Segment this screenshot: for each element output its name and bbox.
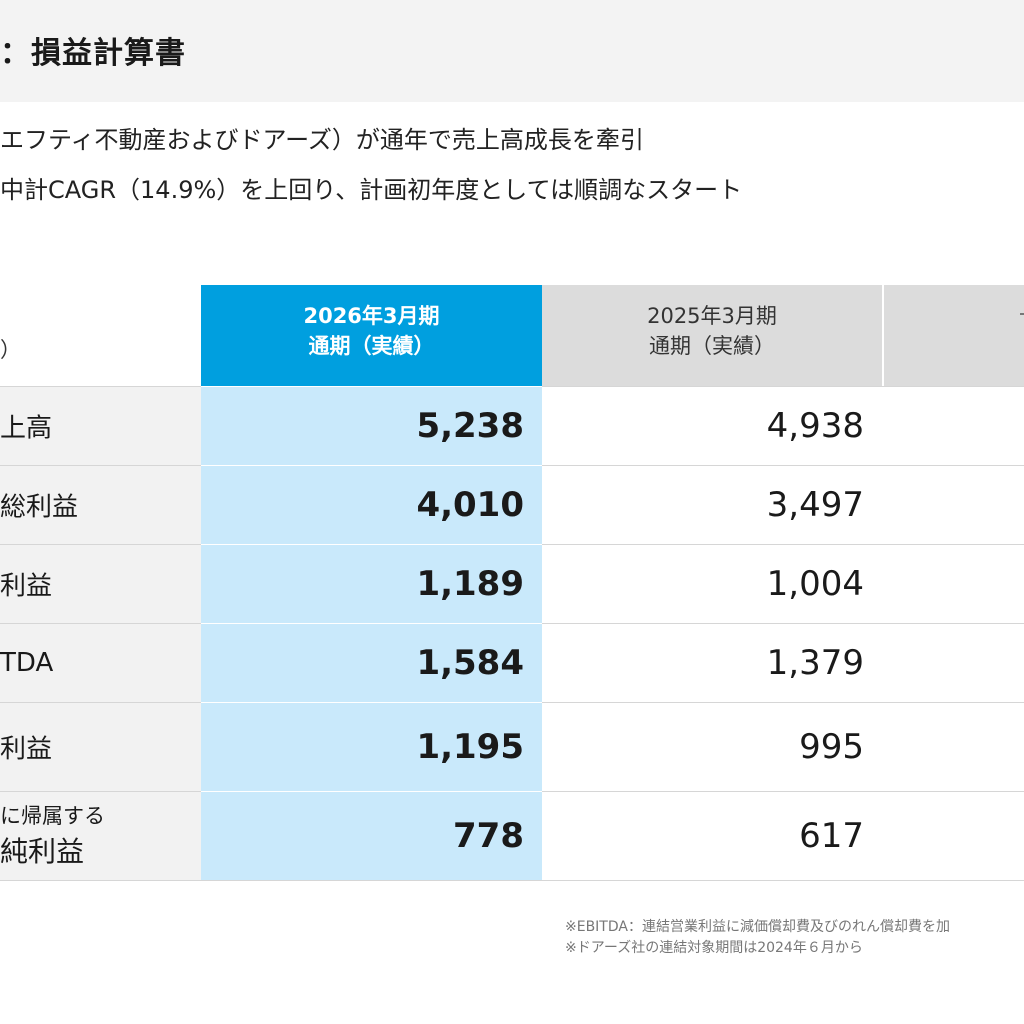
header-next-period (882, 285, 1024, 386)
header-current-line1: 2026年3月期 (303, 304, 440, 328)
value-current: 1,195 (416, 727, 524, 767)
row-label-text: 上高 (0, 413, 53, 444)
cell-next-gross-profit (882, 465, 1024, 544)
value-current: 5,238 (416, 406, 524, 446)
cell-previous-sales: 4,938 (542, 386, 882, 465)
cell-previous-net-profit: 617 (542, 791, 882, 880)
summary-line-1: エフティ不動産およびドアーズ）が通年で売上高成長を牽引 (0, 126, 644, 154)
row-label-ordinary-profit: 利益 (0, 702, 201, 791)
row-label-text: 純利益 (0, 835, 85, 868)
row-label-ebitda: TDA (0, 623, 201, 702)
cell-next-net-profit (882, 791, 1024, 880)
header-previous-line1: 2025年3月期 (647, 304, 777, 328)
slide-title: ：損益計算書 (0, 36, 186, 71)
footnote-doors: ※ドアーズ社の連結対象期間は2024年６月から (565, 940, 863, 956)
value-current: 1,584 (416, 643, 524, 683)
value-previous: 617 (799, 816, 864, 856)
row-label-net-profit: に帰属する 純利益 (0, 791, 201, 880)
row-label-sales: 上高 (0, 386, 201, 465)
value-current: 1,189 (416, 564, 524, 604)
value-previous: 995 (799, 727, 864, 767)
cell-current-operating-profit: 1,189 (201, 544, 542, 623)
cell-current-gross-profit: 4,010 (201, 465, 542, 544)
title-bar: ：損益計算書 (0, 0, 1024, 102)
cell-current-ebitda: 1,584 (201, 623, 542, 702)
row-label-text: 利益 (0, 571, 53, 602)
value-previous: 4,938 (766, 406, 864, 446)
value-previous: 1,004 (766, 564, 864, 604)
row-label-text: 利益 (0, 734, 53, 765)
header-previous-line2: 通期（実績） (649, 334, 775, 358)
row-label-text: 総利益 (0, 492, 79, 523)
unit-label: ） (0, 338, 21, 362)
header-current-period: 2026年3月期 通期（実績） (201, 285, 542, 386)
header-current-line2: 通期（実績） (308, 334, 435, 358)
cell-current-sales: 5,238 (201, 386, 542, 465)
cell-next-sales (882, 386, 1024, 465)
row-label-subtext: に帰属する (0, 804, 105, 828)
summary-line-2: 中計CAGR（14.9%）を上回り、計画初年度としては順調なスタート (0, 176, 743, 204)
value-previous: 1,379 (766, 643, 864, 683)
row-label-operating-profit: 利益 (0, 544, 201, 623)
cell-previous-operating-profit: 1,004 (542, 544, 882, 623)
cell-previous-ordinary-profit: 995 (542, 702, 882, 791)
header-next-mark (1020, 313, 1024, 315)
cell-next-ebitda (882, 623, 1024, 702)
value-current: 4,010 (416, 485, 524, 525)
row-label-text: TDA (0, 648, 54, 678)
value-current: 778 (453, 816, 524, 856)
cell-previous-gross-profit: 3,497 (542, 465, 882, 544)
cell-current-ordinary-profit: 1,195 (201, 702, 542, 791)
cell-current-net-profit: 778 (201, 791, 542, 880)
cell-previous-ebitda: 1,379 (542, 623, 882, 702)
value-previous: 3,497 (766, 485, 864, 525)
cell-next-ordinary-profit (882, 702, 1024, 791)
row-label-gross-profit: 総利益 (0, 465, 201, 544)
table-bottom-border (0, 880, 1024, 881)
header-previous-period: 2025年3月期 通期（実績） (542, 285, 882, 386)
cell-next-operating-profit (882, 544, 1024, 623)
footnote-ebitda: ※EBITDA：連結営業利益に減価償却費及びのれん償却費を加 (565, 919, 950, 935)
